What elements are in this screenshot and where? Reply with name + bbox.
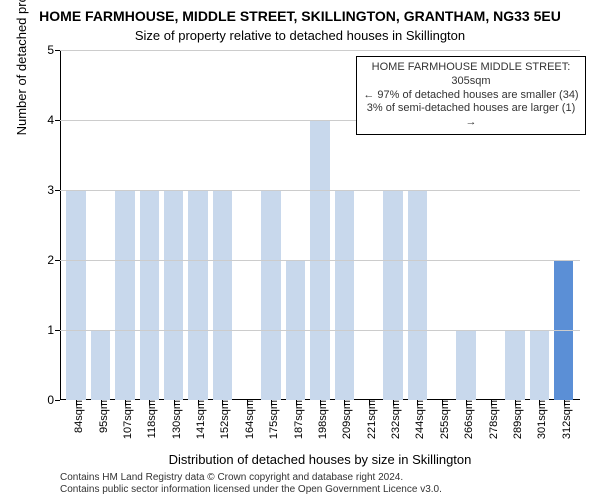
y-tick-mark <box>55 260 60 261</box>
x-tick-label: 289sqm <box>506 400 524 439</box>
gridline <box>60 260 580 261</box>
info-line-3: 3% of semi-detached houses are larger (1… <box>363 102 579 130</box>
info-line-2: ← 97% of detached houses are smaller (34… <box>363 89 579 103</box>
x-tick-mark <box>393 400 394 405</box>
x-tick-mark <box>296 400 297 405</box>
gridline <box>60 50 580 51</box>
bar <box>383 190 403 400</box>
x-tick-mark <box>344 400 345 405</box>
x-tick-label: 118sqm <box>140 400 158 438</box>
x-tick-label: 312sqm <box>555 400 573 439</box>
x-tick-label: 255sqm <box>433 400 451 439</box>
x-tick-mark <box>466 400 467 405</box>
x-tick-mark <box>539 400 540 405</box>
bar-slot: 84sqm <box>64 50 88 400</box>
x-tick-label: 301sqm <box>530 400 548 439</box>
footer-line-2: Contains public sector information licen… <box>60 484 442 496</box>
chart-title: HOME FARMHOUSE, MIDDLE STREET, SKILLINGT… <box>0 8 600 24</box>
chart-footer: Contains HM Land Registry data © Crown c… <box>60 472 442 496</box>
x-tick-mark <box>320 400 321 405</box>
bar <box>91 330 111 400</box>
x-tick-mark <box>101 400 102 405</box>
gridline <box>60 190 580 191</box>
y-tick-mark <box>55 330 60 331</box>
bar-slot: 95sqm <box>88 50 112 400</box>
x-tick-mark <box>442 400 443 405</box>
bar-slot: 198sqm <box>308 50 332 400</box>
bar-slot: 141sqm <box>186 50 210 400</box>
property-size-chart: HOME FARMHOUSE, MIDDLE STREET, SKILLINGT… <box>0 0 600 500</box>
x-tick-label: 141sqm <box>189 400 207 439</box>
x-tick-label: 266sqm <box>457 400 475 439</box>
gridline <box>60 330 580 331</box>
x-tick-mark <box>564 400 565 405</box>
bar-slot: 118sqm <box>137 50 161 400</box>
x-tick-mark <box>271 400 272 405</box>
x-tick-label: 244sqm <box>408 400 426 439</box>
bar <box>530 330 550 400</box>
x-tick-mark <box>515 400 516 405</box>
x-tick-label: 198sqm <box>311 400 329 439</box>
y-tick-mark <box>55 190 60 191</box>
bar <box>115 190 135 400</box>
bar-slot: 187sqm <box>283 50 307 400</box>
info-line-1: HOME FARMHOUSE MIDDLE STREET: 305sqm <box>363 61 579 89</box>
x-tick-label: 221sqm <box>360 400 378 439</box>
bar <box>140 190 160 400</box>
y-tick-mark <box>55 120 60 121</box>
x-tick-mark <box>222 400 223 405</box>
x-tick-label: 232sqm <box>384 400 402 439</box>
bar <box>164 190 184 400</box>
y-tick-mark <box>55 400 60 401</box>
x-tick-mark <box>149 400 150 405</box>
x-tick-label: 130sqm <box>165 400 183 439</box>
bar-slot: 175sqm <box>259 50 283 400</box>
x-tick-label: 164sqm <box>238 400 256 439</box>
bar <box>188 190 208 400</box>
x-tick-mark <box>198 400 199 405</box>
bar <box>66 190 86 400</box>
footer-line-1: Contains HM Land Registry data © Crown c… <box>60 472 442 484</box>
x-axis-label: Distribution of detached houses by size … <box>60 452 580 467</box>
bar-slot: 130sqm <box>162 50 186 400</box>
y-axis-label: Number of detached properties <box>14 0 29 135</box>
x-tick-mark <box>174 400 175 405</box>
x-tick-mark <box>417 400 418 405</box>
x-tick-label: 152sqm <box>213 400 231 439</box>
x-tick-label: 209sqm <box>335 400 353 439</box>
bar <box>505 330 525 400</box>
bar <box>456 330 476 400</box>
x-tick-label: 175sqm <box>262 400 280 439</box>
bar-slot: 164sqm <box>235 50 259 400</box>
chart-subtitle: Size of property relative to detached ho… <box>0 28 600 43</box>
x-tick-label: 107sqm <box>116 400 134 439</box>
x-tick-mark <box>247 400 248 405</box>
x-tick-label: 187sqm <box>287 400 305 439</box>
x-tick-mark <box>491 400 492 405</box>
x-tick-mark <box>76 400 77 405</box>
bar <box>261 190 281 400</box>
bar <box>408 190 428 400</box>
bar-slot: 107sqm <box>113 50 137 400</box>
bar-slot: 209sqm <box>332 50 356 400</box>
info-box: HOME FARMHOUSE MIDDLE STREET: 305sqm ← 9… <box>356 56 586 135</box>
x-tick-mark <box>125 400 126 405</box>
bar <box>213 190 233 400</box>
x-tick-mark <box>369 400 370 405</box>
bar-slot: 152sqm <box>210 50 234 400</box>
x-tick-label: 278sqm <box>482 400 500 439</box>
y-tick-mark <box>55 50 60 51</box>
bar <box>335 190 355 400</box>
